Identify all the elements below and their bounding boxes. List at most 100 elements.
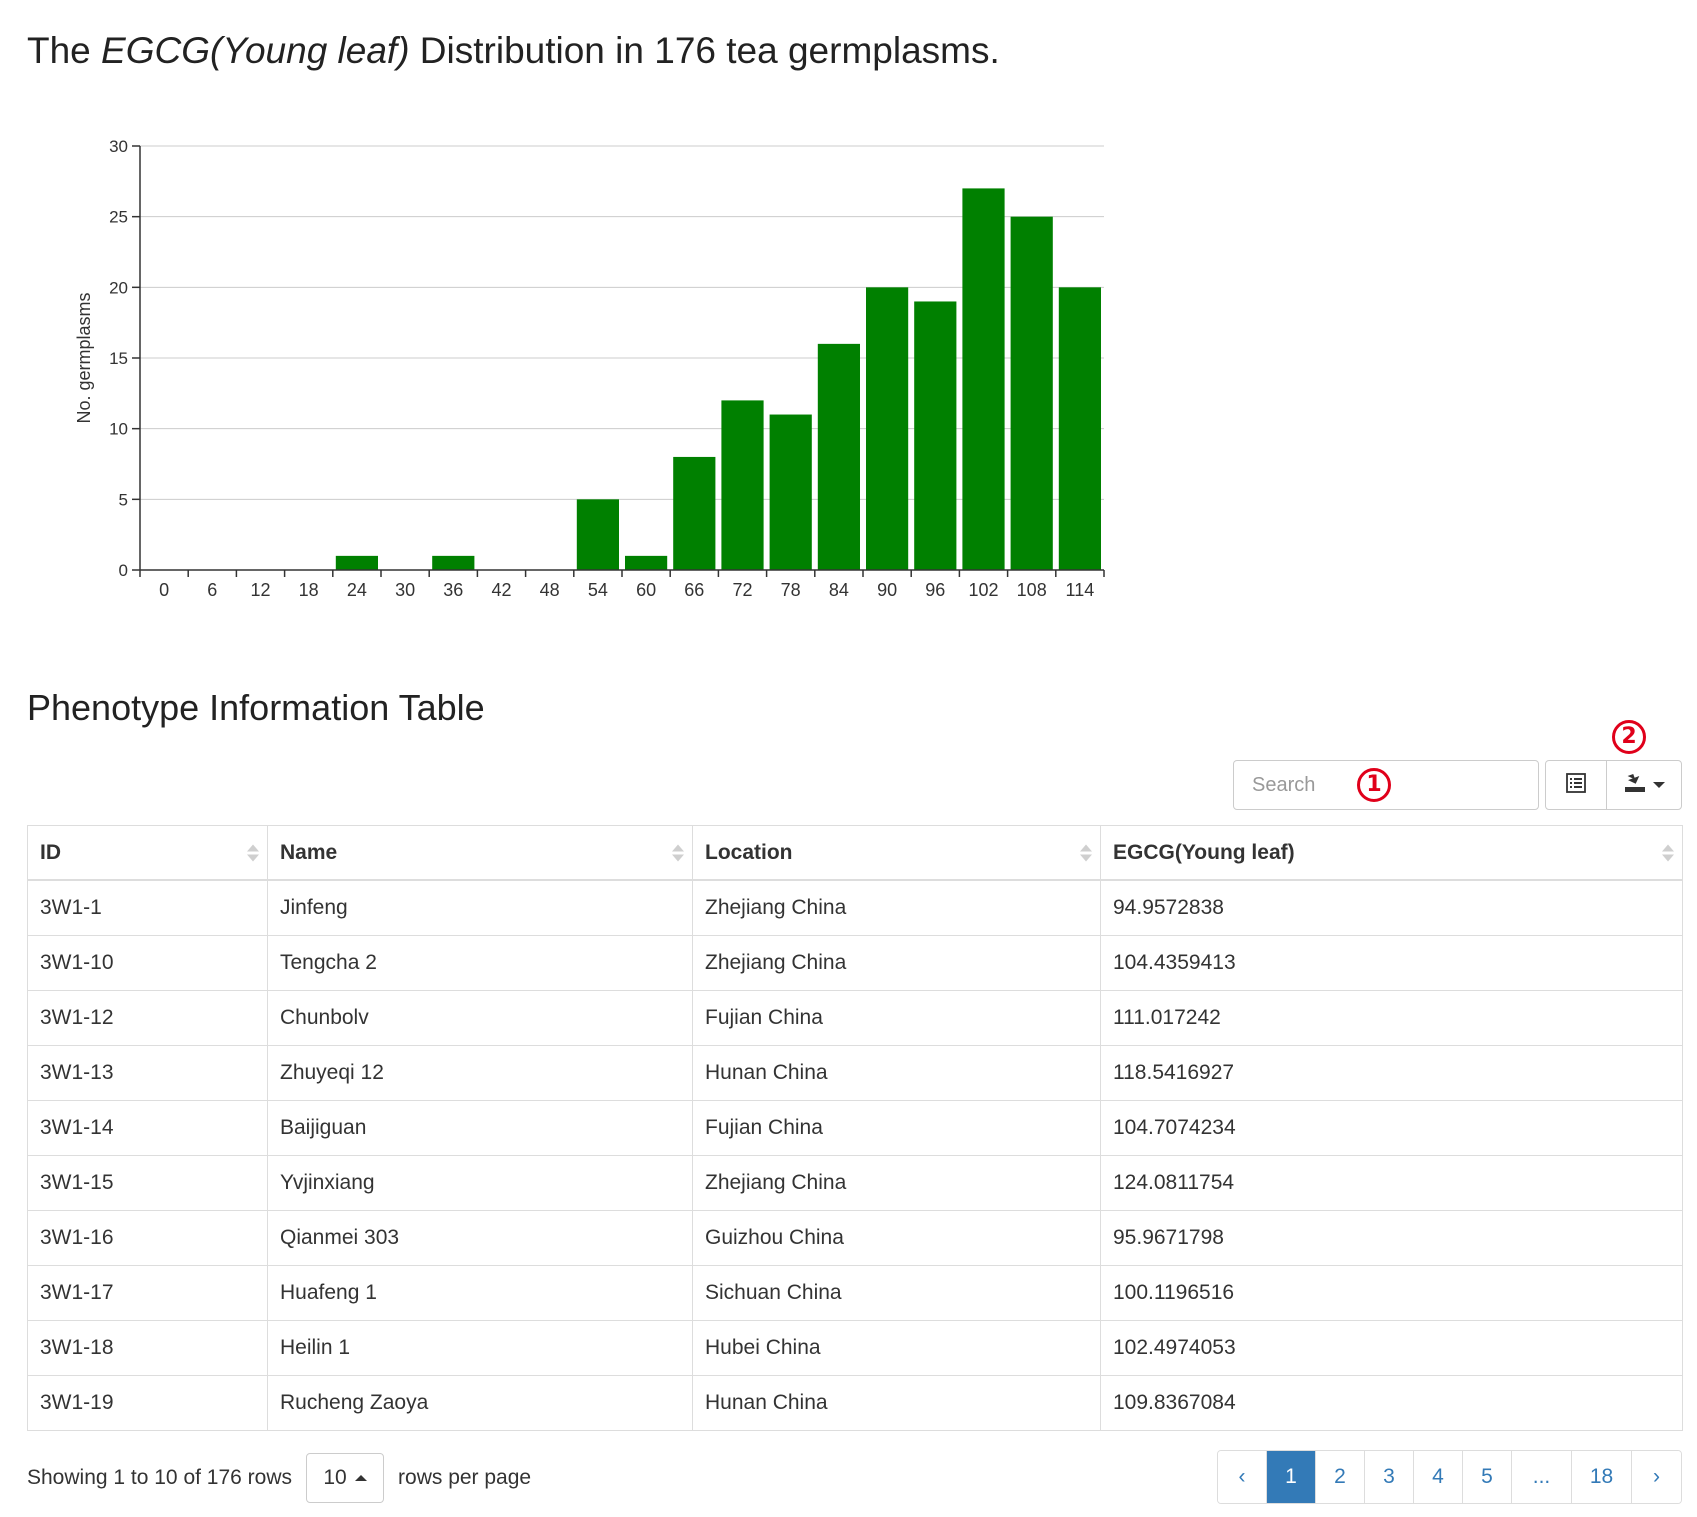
annotation-marker-1: 1 [1357,768,1391,802]
column-header-id[interactable]: ID [27,825,268,881]
cell-name: Chunbolv [267,990,693,1046]
x-tick-label: 78 [781,580,801,600]
cell-name: Yvjinxiang [267,1155,693,1211]
y-tick-label: 25 [109,208,128,227]
page-size-dropdown[interactable]: 10 [306,1453,385,1503]
bar [1010,216,1053,570]
pagination-next[interactable]: › [1632,1451,1681,1503]
x-tick-label: 24 [347,580,367,600]
pagination-page-3[interactable]: 3 [1365,1451,1414,1503]
showing-rows-text: Showing 1 to 10 of 176 rows [27,1466,293,1489]
cell-egcg: 94.9572838 [1100,879,1683,936]
chevron-down-icon [1653,782,1665,788]
pagination-page-1[interactable]: 1 [1267,1451,1316,1503]
y-axis-label: No. germplasms [74,292,94,423]
y-tick-label: 10 [109,420,128,439]
bar [721,400,764,570]
sort-icon [1662,844,1674,861]
table-row: 3W1-16 Qianmei 303 Guizhou China 95.9671798 [27,1210,1683,1266]
columns-button[interactable] [1546,761,1607,809]
cell-id: 3W1-14 [27,1100,268,1156]
bar [769,414,812,570]
list-icon [1565,772,1587,799]
table-row: 3W1-1 Jinfeng Zhejiang China 94.9572838 [27,879,1683,936]
x-tick-label: 6 [207,580,217,600]
y-tick-label: 0 [119,561,128,580]
distribution-chart: 0 5 10 15 20 25 30 0 6 12 18 24 30 36 42 48 54 60 66 72 78 84… [74,137,1105,600]
table-row: 3W1-18 Heilin 1 Hubei China 102.4974053 [27,1320,1683,1376]
cell-name: Huafeng 1 [267,1265,693,1321]
cell-location: Hubei China [692,1320,1101,1376]
cell-egcg: 100.1196516 [1100,1265,1683,1321]
y-tick-label: 20 [109,278,128,297]
bar [432,555,475,570]
title-suffix: Distribution in 176 tea germplasms. [409,30,1000,71]
cell-egcg: 111.017242 [1100,990,1683,1046]
cell-location: Fujian China [692,1100,1101,1156]
x-tick-label: 108 [1017,580,1047,600]
column-header-name[interactable]: Name [267,825,693,881]
x-tick-label: 84 [829,580,849,600]
cell-location: Sichuan China [692,1265,1101,1321]
column-header-location[interactable]: Location [692,825,1101,881]
pagination-page-5[interactable]: 5 [1463,1451,1512,1503]
x-tick-label: 90 [877,580,897,600]
cell-egcg: 102.4974053 [1100,1320,1683,1376]
cell-id: 3W1-16 [27,1210,268,1266]
table-row: 3W1-17 Huafeng 1 Sichuan China 100.1196516 [27,1265,1683,1321]
x-tick-label: 18 [299,580,319,600]
cell-id: 3W1-1 [27,879,268,936]
cell-name: Tengcha 2 [267,935,693,991]
cell-location: Fujian China [692,990,1101,1046]
x-tick-label: 60 [636,580,656,600]
cell-location: Zhejiang China [692,935,1101,991]
x-tick-label: 54 [588,580,608,600]
bar [576,499,619,570]
column-header-label: Name [280,840,338,864]
pagination-page-18[interactable]: 18 [1572,1451,1632,1503]
x-tick-label: 114 [1066,580,1095,600]
cell-location: Zhejiang China [692,1155,1101,1211]
pagination-prev[interactable]: ‹ [1218,1451,1267,1503]
pagination-page-4[interactable]: 4 [1414,1451,1463,1503]
column-header-egcg[interactable]: EGCG(Young leaf) [1100,825,1683,881]
y-tick-label: 5 [119,490,128,509]
x-tick-label: 72 [732,580,752,600]
cell-id: 3W1-17 [27,1265,268,1321]
bar [673,456,716,570]
rows-per-page-text: rows per page [398,1466,532,1489]
pagination-page-2[interactable]: 2 [1316,1451,1365,1503]
y-tick-label: 30 [109,137,128,156]
pagination-info: Showing 1 to 10 of 176 rows 10 rows per … [27,1452,531,1504]
x-tick-label: 30 [395,580,415,600]
cell-name: Baijiguan [267,1100,693,1156]
cell-id: 3W1-13 [27,1045,268,1101]
cell-id: 3W1-10 [27,935,268,991]
cell-egcg: 95.9671798 [1100,1210,1683,1266]
cell-id: 3W1-12 [27,990,268,1046]
page-size-value: 10 [323,1466,347,1489]
x-tick-label: 48 [540,580,560,600]
pagination-ellipsis: ... [1512,1451,1572,1503]
sort-icon [247,844,259,861]
cell-name: Zhuyeqi 12 [267,1045,693,1101]
column-header-label: EGCG(Young leaf) [1113,840,1295,864]
cell-egcg: 118.5416927 [1100,1045,1683,1101]
bar [335,555,378,570]
export-button[interactable] [1607,761,1681,809]
cell-name: Qianmei 303 [267,1210,693,1266]
table-row: 3W1-15 Yvjinxiang Zhejiang China 124.081175… [27,1155,1683,1211]
cell-egcg: 124.0811754 [1100,1155,1683,1211]
search-input[interactable] [1233,760,1539,810]
annotation-marker-2: 2 [1612,720,1646,754]
page-title: The EGCG(Young leaf) Distribution in 176… [27,26,1000,76]
cell-egcg: 109.8367084 [1100,1375,1683,1431]
x-tick-label: 66 [684,580,704,600]
x-tick-label: 36 [443,580,463,600]
bar [866,287,909,570]
bar [625,555,668,570]
cell-location: Hunan China [692,1375,1101,1431]
bar [817,343,860,570]
x-tick-label: 0 [159,580,169,600]
cell-name: Rucheng Zaoya [267,1375,693,1431]
